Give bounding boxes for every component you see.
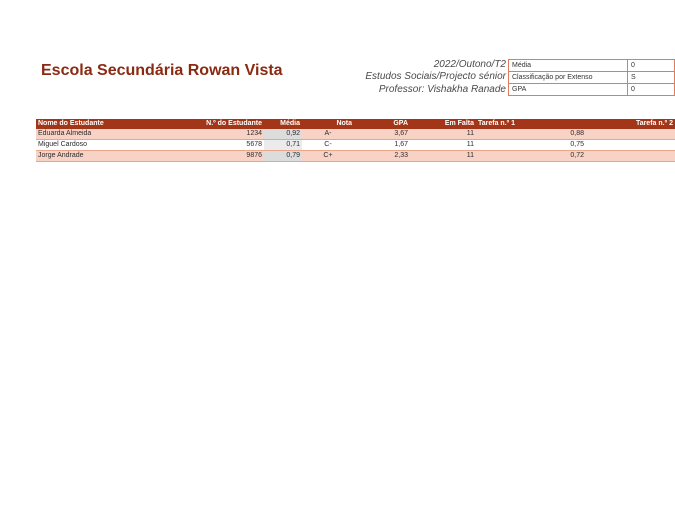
summary-label-classificacao[interactable]: Classificação por Extenso xyxy=(508,71,628,84)
cell-tarefa-2[interactable] xyxy=(586,150,675,162)
col-header-media[interactable]: Média xyxy=(264,119,302,129)
cell-media[interactable]: 0,71 xyxy=(264,139,302,151)
summary-label-gpa[interactable]: GPA xyxy=(508,83,628,96)
col-header-tarefa-1[interactable]: Tarefa n.º 1 xyxy=(476,119,586,129)
summary-value-media[interactable]: 0 xyxy=(627,59,675,72)
cell-gpa[interactable]: 3,67 xyxy=(354,129,410,140)
table-row: Eduarda Almeida 1234 0,92 A- 3,67 11 0,8… xyxy=(36,129,675,140)
summary-row: GPA 0 xyxy=(508,83,675,96)
summary-row: Classificação por Extenso S xyxy=(508,71,675,84)
col-header-gpa[interactable]: GPA xyxy=(354,119,410,129)
cell-id[interactable]: 9876 xyxy=(164,150,264,162)
cell-media[interactable]: 0,79 xyxy=(264,150,302,162)
col-header-tarefa-2[interactable]: Tarefa n.º 2 xyxy=(586,119,675,129)
cell-id[interactable]: 5678 xyxy=(164,139,264,151)
cell-tarefa-1[interactable]: 0,72 xyxy=(476,150,586,162)
col-header-em-falta[interactable]: Em Falta xyxy=(410,119,476,129)
cell-nota[interactable]: C+ xyxy=(302,150,354,162)
cell-falta[interactable]: 11 xyxy=(410,150,476,162)
cell-name[interactable]: Eduarda Almeida xyxy=(36,129,164,140)
teacher-label: Professor: Vishakha Ranade xyxy=(378,83,506,95)
cell-falta[interactable]: 11 xyxy=(410,139,476,151)
students-table: Nome do Estudante N.º do Estudante Média… xyxy=(36,119,675,162)
cell-tarefa-2[interactable] xyxy=(586,139,675,151)
cell-falta[interactable]: 11 xyxy=(410,129,476,140)
cell-id[interactable]: 1234 xyxy=(164,129,264,140)
summary-row: Média 0 xyxy=(508,59,675,72)
cell-gpa[interactable]: 2,33 xyxy=(354,150,410,162)
summary-value-gpa[interactable]: 0 xyxy=(627,83,675,96)
summary-label-media[interactable]: Média xyxy=(508,59,628,72)
col-header-nota[interactable]: Nota xyxy=(302,119,354,129)
school-title: Escola Secundária Rowan Vista xyxy=(41,62,283,79)
summary-value-classificacao[interactable]: S xyxy=(627,71,675,84)
cell-name[interactable]: Jorge Andrade xyxy=(36,150,164,162)
summary-table: Média 0 Classificação por Extenso S GPA … xyxy=(508,59,675,96)
table-row: Miguel Cardoso 5678 0,71 C- 1,67 11 0,75 xyxy=(36,139,675,151)
cell-tarefa-1[interactable]: 0,88 xyxy=(476,129,586,140)
cell-nota[interactable]: A- xyxy=(302,129,354,140)
cell-gpa[interactable]: 1,67 xyxy=(354,139,410,151)
cell-media[interactable]: 0,92 xyxy=(264,129,302,140)
cell-nota[interactable]: C- xyxy=(302,139,354,151)
cell-name[interactable]: Miguel Cardoso xyxy=(36,139,164,151)
cell-tarefa-2[interactable] xyxy=(586,129,675,140)
col-header-nome[interactable]: Nome do Estudante xyxy=(36,119,164,129)
cell-tarefa-1[interactable]: 0,75 xyxy=(476,139,586,151)
course-info: 2022/Outono/T2 Estudos Sociais/Projecto … xyxy=(286,59,506,96)
course-label: Estudos Sociais/Projecto sénior xyxy=(365,71,506,83)
table-row: Jorge Andrade 9876 0,79 C+ 2,33 11 0,72 xyxy=(36,150,675,162)
col-header-numero[interactable]: N.º do Estudante xyxy=(164,119,264,129)
term-label: 2022/Outono/T2 xyxy=(433,59,506,70)
table-header-row: Nome do Estudante N.º do Estudante Média… xyxy=(36,119,675,129)
